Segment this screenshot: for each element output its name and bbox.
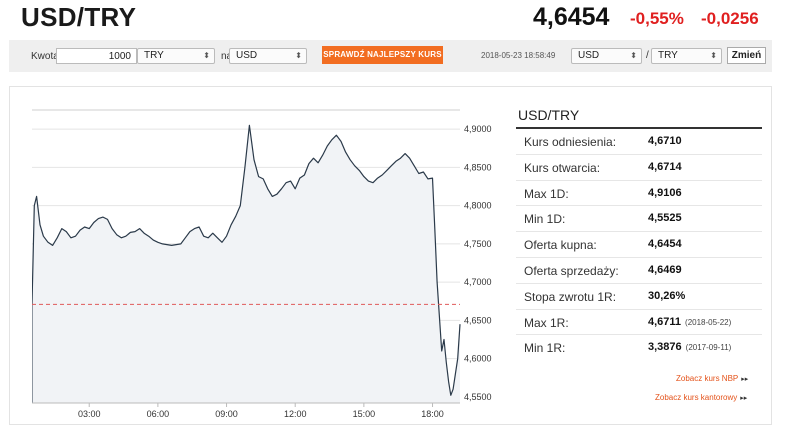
y-tick-label: 4,8000	[464, 201, 492, 211]
base-currency-value: USD	[578, 50, 600, 61]
stats-row-label: Kurs odniesienia:	[524, 135, 617, 149]
stats-row-value: 4,5525	[648, 212, 682, 224]
select-arrows-icon: ⬍	[630, 51, 637, 60]
x-tick-label: 15:00	[353, 409, 376, 419]
stats-row-number: 3,3876	[648, 341, 682, 354]
select-arrows-icon: ⬍	[295, 51, 302, 60]
change-percent: -0,55%	[630, 9, 684, 28]
kantor-rate-link[interactable]: Zobacz kurs kantorowy ▸▸	[655, 393, 747, 402]
stats-title: USD/TRY	[518, 107, 580, 123]
stats-row: Kurs otwarcia: 4,6714	[516, 155, 762, 181]
stats-row-label: Min 1D:	[524, 212, 566, 227]
stats-row: Max 1R: 4,6711 (2018-05-22)	[516, 310, 762, 336]
stats-row-number: 30,26%	[648, 289, 686, 302]
x-tick-label: 12:00	[284, 409, 307, 419]
stats-row-value: 4,6714	[648, 161, 682, 173]
stats-row-number: 4,6454	[648, 238, 682, 251]
x-axis: 03:00 06:00 09:00 12:00 15:00 18:00	[32, 402, 460, 419]
from-currency-value: TRY	[144, 50, 164, 61]
x-tick-label: 09:00	[215, 409, 238, 419]
stats-row: Stopa zwrotu 1R: 30,26%	[516, 284, 762, 310]
double-chevron-right-icon: ▸▸	[741, 376, 749, 383]
stats-row-value: 4,9106	[648, 187, 682, 199]
intraday-chart: 4,9000 4,8500 4,8000 4,7500 4,7000 4,6500 4,60…	[32, 109, 492, 419]
pair-separator: /	[646, 50, 649, 61]
na-label: na	[221, 51, 233, 62]
double-chevron-right-icon: ▸▸	[740, 395, 748, 402]
quote-currency-select[interactable]: TRY ⬍	[651, 48, 722, 64]
stats-row-value: 30,26%	[648, 290, 685, 302]
x-tick-label: 06:00	[147, 409, 170, 419]
stats-row-number: 4,6469	[648, 263, 682, 276]
stats-row-value: 4,6710	[648, 135, 682, 147]
nbp-rate-link[interactable]: Zobacz kurs NBP ▸▸	[676, 374, 748, 383]
stats-row-date: (2017-09-11)	[685, 343, 732, 353]
stats-row: Oferta kupna: 4,6454	[516, 232, 762, 258]
amount-input[interactable]: 1000	[56, 48, 137, 64]
amount-label: Kwota	[31, 51, 59, 62]
y-tick-label: 4,9000	[464, 124, 492, 134]
stats-title-rule	[516, 127, 762, 129]
current-rate: 4,6454	[533, 3, 610, 31]
y-tick-label: 4,8500	[464, 162, 492, 172]
stats-row-label: Oferta kupna:	[524, 238, 597, 253]
change-pair-button[interactable]: Zmień	[727, 47, 766, 64]
stats-row: Min 1D: 4,5525	[516, 206, 762, 233]
y-tick-label: 4,7000	[464, 277, 492, 287]
converter-toolbar: Kwota 1000 TRY ⬍ na USD ⬍ SPRAWDŹ NAJLEP…	[9, 40, 772, 72]
y-tick-label: 4,5500	[464, 392, 492, 402]
stats-row: Kurs odniesienia: 4,6710	[516, 129, 762, 155]
y-tick-label: 4,6000	[464, 354, 492, 364]
y-tick-label: 4,7500	[464, 239, 492, 249]
y-axis: 4,9000 4,8500 4,8000 4,7500 4,7000 4,6500 4,60…	[464, 124, 492, 402]
stats-row-number: 4,9106	[648, 186, 682, 199]
stats-row-value: 4,6454	[648, 238, 682, 250]
quote-timestamp: 2018-05-23 18:58:49	[481, 51, 556, 60]
stats-row-label: Min 1R:	[524, 341, 566, 356]
nbp-rate-link-label: Zobacz kurs NBP	[676, 374, 739, 383]
stats-row-value: 4,6469	[648, 264, 682, 276]
to-currency-value: USD	[236, 50, 258, 61]
stats-row-number: 4,6714	[648, 160, 682, 173]
x-tick-label: 03:00	[78, 409, 101, 419]
stats-row-number: 4,5525	[648, 212, 682, 225]
stats-row-value: 3,3876 (2017-09-11)	[648, 341, 731, 353]
stats-row-label: Kurs otwarcia:	[524, 160, 601, 175]
stats-row: Max 1D: 4,9106	[516, 181, 762, 207]
stats-row-value: 4,6711 (2018-05-22)	[648, 316, 731, 328]
kantor-rate-link-label: Zobacz kurs kantorowy	[655, 393, 738, 402]
from-currency-select[interactable]: TRY ⬍	[137, 48, 215, 64]
price-area-fill	[32, 125, 460, 404]
chart-area	[32, 124, 461, 404]
quote-header: USD/TRY 4,6454 -0,55% -0,0256	[0, 0, 786, 38]
select-arrows-icon: ⬍	[203, 51, 210, 60]
stats-row-label: Oferta sprzedaży:	[524, 263, 619, 278]
stats-row-label: Max 1D:	[524, 186, 569, 201]
stats-row: Oferta sprzedaży: 4,6469	[516, 258, 762, 284]
stats-row-label: Stopa zwrotu 1R:	[524, 289, 617, 304]
change-absolute: -0,0256	[701, 9, 759, 28]
select-arrows-icon: ⬍	[710, 51, 717, 60]
to-currency-select[interactable]: USD ⬍	[229, 48, 307, 64]
x-tick-label: 18:00	[421, 409, 444, 419]
stats-table: Kurs odniesienia: 4,6710 Kurs otwarcia: 4,6…	[516, 129, 762, 361]
stats-row-label: Max 1R:	[524, 315, 569, 330]
stats-row-date: (2018-05-22)	[685, 317, 732, 327]
y-tick-label: 4,6500	[464, 315, 492, 325]
stats-row: Min 1R: 3,3876 (2017-09-11)	[516, 335, 762, 361]
best-rate-button[interactable]: SPRAWDŹ NAJLEPSZY KURS	[322, 46, 443, 64]
stats-row-number: 4,6710	[648, 135, 682, 147]
base-currency-select[interactable]: USD ⬍	[571, 48, 642, 64]
quote-currency-value: TRY	[658, 50, 678, 61]
price-line	[32, 124, 461, 396]
pair-title: USD/TRY	[21, 2, 137, 32]
stats-row-number: 4,6711	[648, 315, 682, 328]
